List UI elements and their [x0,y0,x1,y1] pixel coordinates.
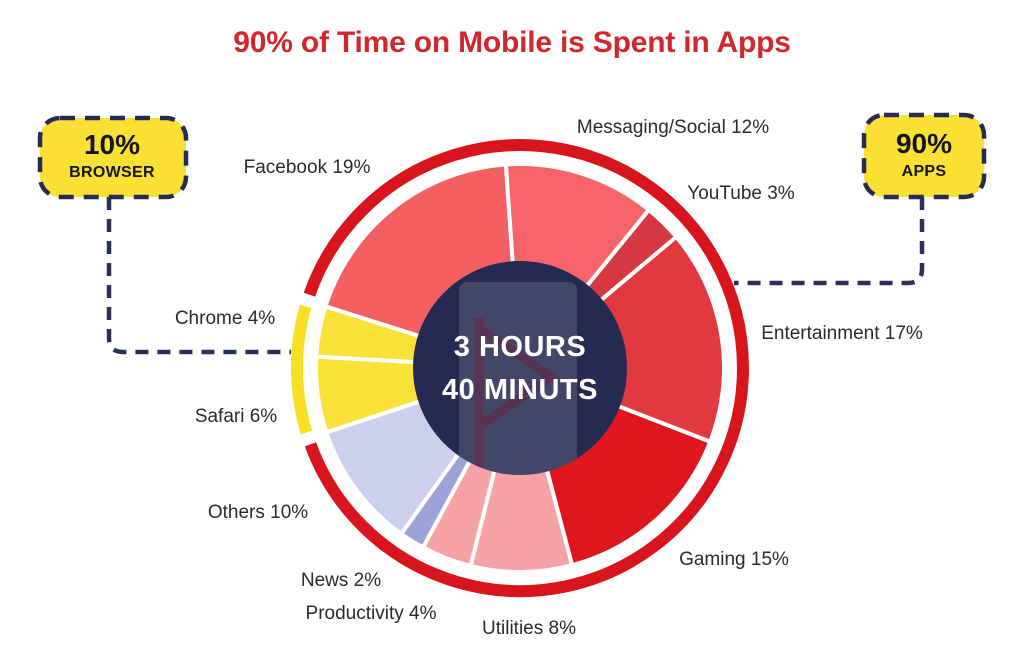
ring-apps-arc [303,139,749,598]
center-line-1: 3 HOURS [453,331,587,363]
ring-browser-arc [290,304,313,435]
slice-label-gaming: Gaming 15% [679,549,789,570]
chart-title: 90% of Time on Mobile is Spent in Apps [233,26,791,59]
phone-watermark-icon [459,282,577,475]
slice-label-utilities: Utilities 8% [482,618,576,639]
browser-badge-box [37,115,189,200]
slice-label-news: News 2% [300,570,382,591]
center-line-2: 40 MINUTS [442,374,598,406]
apps-connector-line [734,197,925,286]
slice-label-entertainment: Entertainment 17% [761,323,923,344]
slice-label-safari: Safari 6% [194,406,278,427]
browser-badge-label: BROWSER [69,164,155,181]
browser-badge-value: 10% [83,129,141,160]
outer-ring [290,139,749,598]
center-annotation: 3 HOURS 40 MINUTS [442,326,598,412]
apps-badge-box [861,112,987,200]
slice-label-productivity: Productivity 4% [305,603,437,624]
slice-label-chrome: Chrome 4% [174,308,276,329]
browser-connector-line [106,197,291,355]
slice-label-youtube: YouTube 3% [687,183,795,204]
center-circle [413,261,627,475]
slice-label-facebook: Facebook 19% [243,157,371,178]
apps-badge-label: APPS [901,163,947,180]
browser-badge: 10% BROWSER [69,131,155,181]
apps-badge: 90% APPS [896,130,952,180]
apps-badge-value: 90% [895,128,953,159]
slice-label-others: Others 10% [207,502,309,523]
slice-label-messaging-social: Messaging/Social 12% [576,117,770,138]
